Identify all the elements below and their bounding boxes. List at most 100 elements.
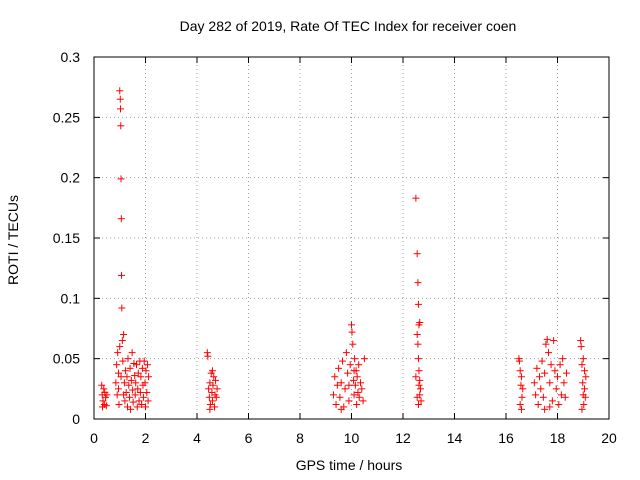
data-point	[515, 357, 523, 365]
data-point	[337, 379, 345, 387]
data-point	[124, 355, 132, 363]
data-point	[348, 328, 356, 336]
data-point	[131, 391, 139, 399]
data-point	[140, 357, 148, 365]
data-point	[212, 376, 220, 384]
data-point	[353, 373, 361, 381]
data-point	[537, 385, 545, 393]
y-tick-label: 0.3	[61, 49, 81, 65]
data-point	[114, 385, 122, 393]
data-point	[128, 349, 136, 357]
x-tick-label: 2	[142, 430, 150, 446]
data-point	[102, 402, 110, 410]
data-point	[517, 381, 525, 389]
data-point	[357, 379, 365, 387]
data-point	[413, 331, 421, 339]
data-point	[126, 364, 134, 372]
x-tick-label: 0	[90, 430, 98, 446]
data-point	[577, 343, 585, 351]
data-point	[116, 87, 124, 95]
data-point	[335, 364, 343, 372]
x-tick-label: 10	[344, 430, 360, 446]
data-points	[98, 87, 590, 413]
data-point	[518, 393, 526, 401]
grid-lines	[94, 57, 609, 419]
data-point	[118, 337, 126, 345]
data-point	[546, 379, 554, 387]
y-tick-label: 0.25	[53, 109, 80, 125]
data-point	[332, 401, 340, 409]
data-point	[414, 340, 422, 348]
data-point	[142, 367, 150, 375]
data-point	[126, 393, 134, 401]
data-point	[98, 381, 106, 389]
data-point	[204, 352, 212, 360]
data-point	[208, 397, 216, 405]
data-point	[144, 361, 152, 369]
data-point	[133, 403, 141, 411]
y-tick-label: 0.15	[53, 230, 80, 246]
data-point	[137, 373, 145, 381]
data-point	[114, 369, 122, 377]
data-point	[206, 401, 214, 409]
data-point	[359, 397, 367, 405]
data-point	[416, 376, 424, 384]
data-point	[117, 122, 125, 130]
data-point	[355, 393, 363, 401]
data-point	[416, 391, 424, 399]
data-point	[556, 361, 564, 369]
data-point	[129, 398, 137, 406]
data-point	[129, 386, 137, 394]
data-point	[350, 391, 358, 399]
x-axis-label: GPS time / hours	[296, 457, 403, 473]
data-point	[413, 250, 421, 258]
y-tick-label: 0	[72, 411, 80, 427]
data-point	[519, 385, 527, 393]
data-point	[582, 373, 590, 381]
data-point	[355, 361, 363, 369]
data-point	[353, 401, 361, 409]
data-point	[345, 381, 353, 389]
data-point	[117, 105, 125, 113]
data-point	[544, 349, 552, 357]
data-point	[120, 331, 128, 339]
data-point	[132, 379, 140, 387]
data-point	[414, 401, 422, 409]
data-point	[581, 385, 589, 393]
data-point	[350, 376, 358, 384]
data-point	[533, 364, 541, 372]
data-point	[534, 401, 542, 409]
data-point	[542, 340, 550, 348]
data-point	[134, 385, 142, 393]
data-point	[551, 367, 559, 375]
data-point	[116, 343, 124, 351]
data-point	[211, 403, 219, 411]
data-point	[131, 372, 139, 380]
data-point	[337, 405, 345, 413]
data-point	[344, 369, 352, 377]
data-point	[98, 403, 106, 411]
data-point	[121, 397, 129, 405]
data-point	[559, 355, 567, 363]
data-point	[119, 357, 127, 365]
data-point	[416, 318, 424, 326]
data-point	[118, 271, 126, 279]
data-point	[143, 388, 151, 396]
data-point	[125, 381, 133, 389]
data-point	[412, 373, 420, 381]
data-point	[118, 304, 126, 312]
data-point	[360, 355, 368, 363]
data-point	[358, 385, 366, 393]
data-point	[206, 405, 214, 413]
data-point	[138, 364, 146, 372]
data-point	[350, 367, 358, 375]
data-point	[121, 367, 129, 375]
data-point	[127, 376, 135, 384]
data-point	[516, 401, 524, 409]
data-point	[415, 381, 423, 389]
data-point	[532, 391, 540, 399]
data-point	[547, 361, 555, 369]
data-point	[578, 361, 586, 369]
data-point	[127, 405, 135, 413]
